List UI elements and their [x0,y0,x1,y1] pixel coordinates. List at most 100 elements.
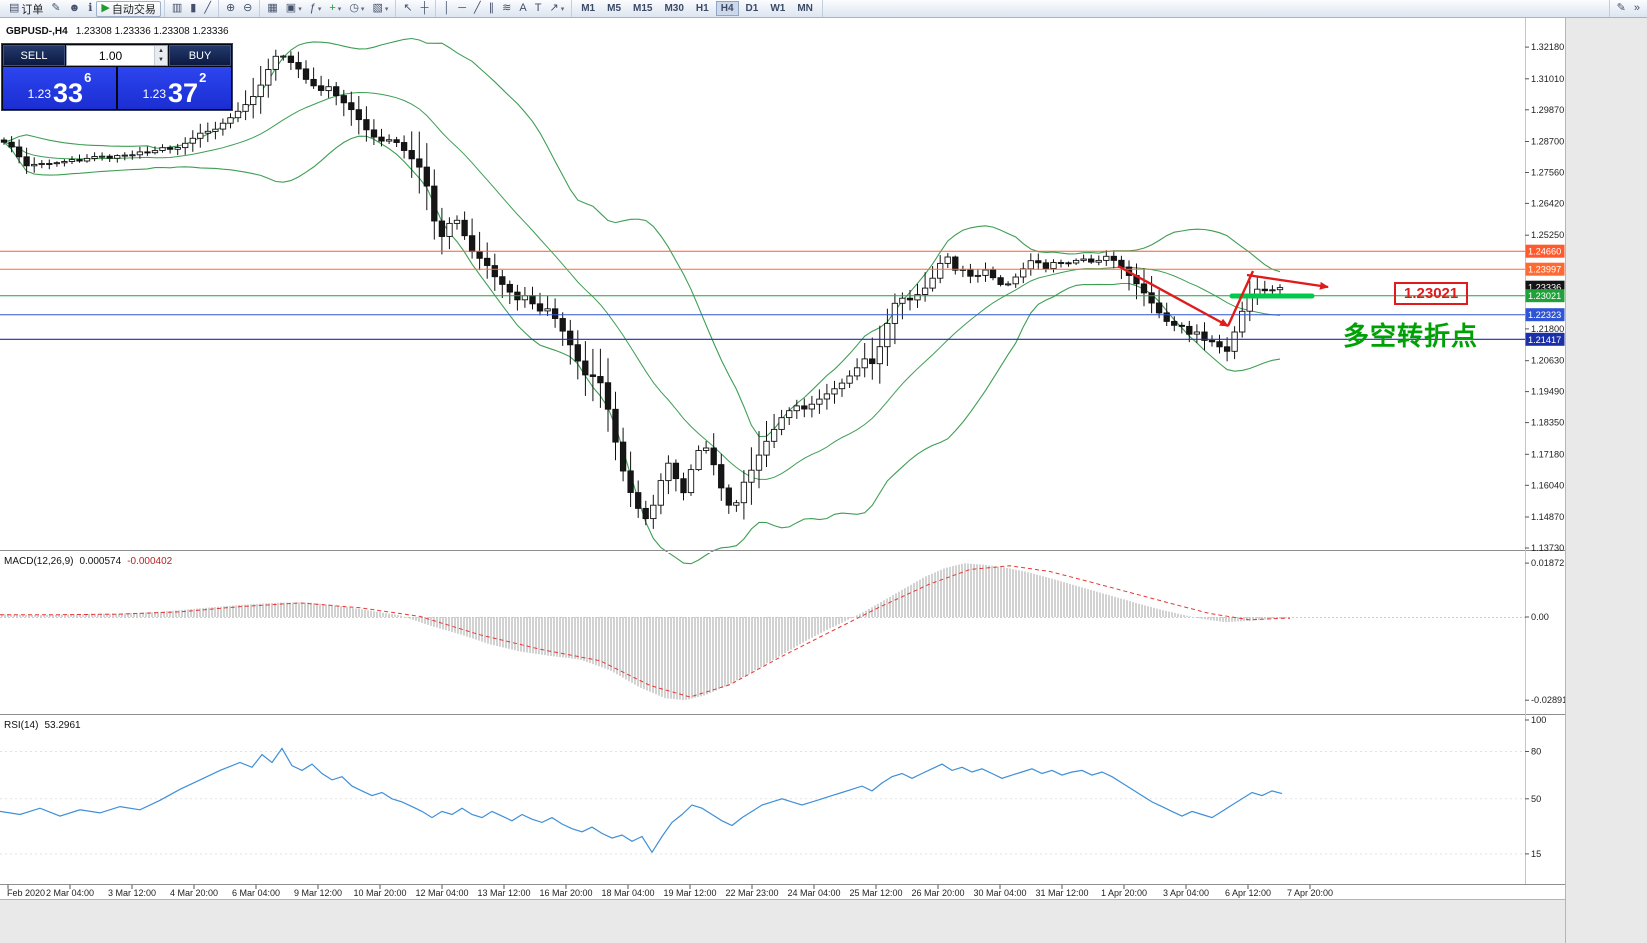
fibonacci-button[interactable]: ≋ [498,1,515,17]
buy-price-prefix: 1.23 [142,87,167,101]
sell-price-pip: 6 [84,70,92,85]
new-order-icon: ▤ [9,2,20,14]
tile-windows-icon: ▦ [267,2,278,14]
trendline-icon: ╱ [474,2,481,14]
zoom-out-button[interactable]: ⊖ [239,1,256,17]
timeframe-h4-button[interactable]: H4 [715,1,739,16]
volume-stepper[interactable]: ▲ ▼ [154,46,167,65]
toolbar-group: ↖ ┼ [396,0,437,17]
arrange-windows-button[interactable]: ▣ ▾ [282,1,306,17]
cursor-button[interactable]: ↖ [399,1,416,17]
chevron-down-icon: ▾ [360,5,365,13]
horizontal-line-button[interactable]: ─ [454,1,470,17]
horizontal-line-icon: ─ [458,2,467,14]
toolbar-group: ▥ ▮ ╱ [165,0,219,17]
toolbar-group: ⊕ ⊖ [219,0,261,17]
toolbar-overflow-button[interactable]: » [1630,1,1644,17]
clock-icon: ◷ [349,2,359,14]
chevron-down-icon: ▾ [337,5,342,13]
timeframe-m1-button[interactable]: M1 [581,3,596,14]
candlestick-icon: ▮ [190,2,197,14]
toolbar-right-group: ✎» [1608,0,1647,17]
buy-price-main: 37 [168,78,199,109]
rsi-value: 53.2961 [44,720,81,731]
macd-name: MACD(12,26,9) [4,556,74,567]
rsi-name: RSI(14) [4,720,39,731]
periods-button[interactable]: ◷ ▾ [345,1,368,17]
timeframe-h1-button[interactable]: H1 [695,3,709,14]
channel-icon: ∥ [488,2,495,14]
timeframe-group: M1 M5 M15 M30 H1 H4 D1 W1 MN [572,0,823,17]
macd-header: MACD(12,26,9) 0.000574 -0.000402 [4,556,172,567]
sell-button[interactable]: SELL [3,45,65,66]
zoom-in-icon: ⊕ [225,2,236,14]
profile-button[interactable]: ☻ [65,1,85,17]
chart-surface[interactable] [0,18,1565,899]
quick-edit-button[interactable]: ✎ [1613,1,1630,17]
workspace-background-right [1565,18,1647,943]
add-indicator-button[interactable]: + ▾ [325,1,345,17]
timeframe-m5-button[interactable]: M5 [607,3,622,14]
sell-price-display[interactable]: 1.23 33 6 [3,67,116,109]
info-button[interactable]: ℹ [84,1,96,17]
ohlc-values: 1.23308 1.23336 1.23308 1.23336 [75,26,229,37]
chevron-down-icon: ▾ [560,5,565,13]
cursor-icon: ↖ [403,2,413,14]
highlighter-button[interactable]: ✎ [47,1,64,17]
turning-point-text[interactable]: 多空转折点 [1343,321,1479,351]
macd-signal-value: -0.000402 [127,556,173,567]
workspace-background-bottom [0,899,1565,943]
buy-price-pip: 2 [199,70,207,85]
chevron-down-icon: ▾ [384,5,389,13]
vertical-line-button[interactable]: │ [439,1,454,17]
buy-price-display[interactable]: 1.23 37 2 [118,67,231,109]
autotrading-button[interactable]: ▶ 自动交易 [96,0,161,17]
toolbar: ▤ 订单 ✎ ☻ ℹ ▶ 自动交易 ▥ ▮ ╱ ⊕ ⊖ ▦ ▣ ▾ ƒ ▾ + ▾ ◷ ▾ ▧ ▾ ↖ ┼ │ ─ ╱ ∥ ≋ A T ↗ ▾ M1… [0,0,1647,18]
channel-button[interactable]: ∥ [485,1,499,17]
rsi-header: RSI(14) 53.2961 [4,720,81,731]
timeframe-d1-button[interactable]: D1 [745,3,759,14]
buy-button[interactable]: BUY [169,45,231,66]
trendline-button[interactable]: ╱ [470,1,485,17]
timeframe-w1-button[interactable]: W1 [770,3,786,14]
templates-button[interactable]: ▧ ▾ [368,1,392,17]
crosshair-button[interactable]: ┼ [417,1,433,17]
pencil-icon: ✎ [51,2,61,14]
new-order-button-label: 订单 [21,3,44,16]
zoom-out-icon: ⊖ [243,2,253,14]
timeframe-mn-button[interactable]: MN [797,3,813,14]
arrows-button[interactable]: ↗ ▾ [545,1,568,17]
toolbar-group: ▤ 订单 ✎ ☻ ℹ ▶ 自动交易 [2,0,165,17]
toolbar-group: ▦ ▣ ▾ ƒ ▾ + ▾ ◷ ▾ ▧ ▾ [260,0,397,17]
line-chart-button[interactable]: ╱ [200,1,215,17]
line-chart-icon: ╱ [204,2,211,14]
price-annotation-box[interactable]: 1.23021 [1394,282,1469,305]
new-order-button[interactable]: ▤ 订单 [5,1,47,17]
label-button[interactable]: T [531,1,546,17]
chart-ohlc-header: GBPUSD-,H4 1.23308 1.23336 1.23308 1.233… [6,26,229,37]
cascade-icon: ▣ [285,2,297,14]
indicators-button[interactable]: ƒ ▾ [306,1,326,17]
function-icon: ƒ [309,2,316,14]
chevron-down-icon: ▾ [317,5,322,13]
zoom-in-button[interactable]: ⊕ [222,1,239,17]
arrow-icon: ↗ [549,2,559,14]
volume-field[interactable]: 1.00 ▲ ▼ [66,45,168,66]
candlestick-chart-button[interactable]: ▮ [186,1,200,17]
tile-windows-button[interactable]: ▦ [263,1,281,17]
volume-up-icon[interactable]: ▲ [158,47,164,54]
volume-down-icon[interactable]: ▼ [158,57,164,64]
timeframe-m15-button[interactable]: M15 [633,3,653,14]
text-button[interactable]: A [515,1,530,17]
info-icon: ℹ [88,2,93,14]
autotrading-button-label: 自动交易 [111,3,156,16]
pencil-icon: ✎ [1616,2,1626,14]
template-icon: ▧ [372,2,383,14]
timeframe-m30-button[interactable]: M30 [664,3,684,14]
bar-chart-button[interactable]: ▥ [168,1,186,17]
play-icon: ▶ [101,2,110,14]
volume-value[interactable]: 1.00 [98,48,123,63]
fibonacci-icon: ≋ [502,2,512,14]
sell-price-prefix: 1.23 [27,87,52,101]
